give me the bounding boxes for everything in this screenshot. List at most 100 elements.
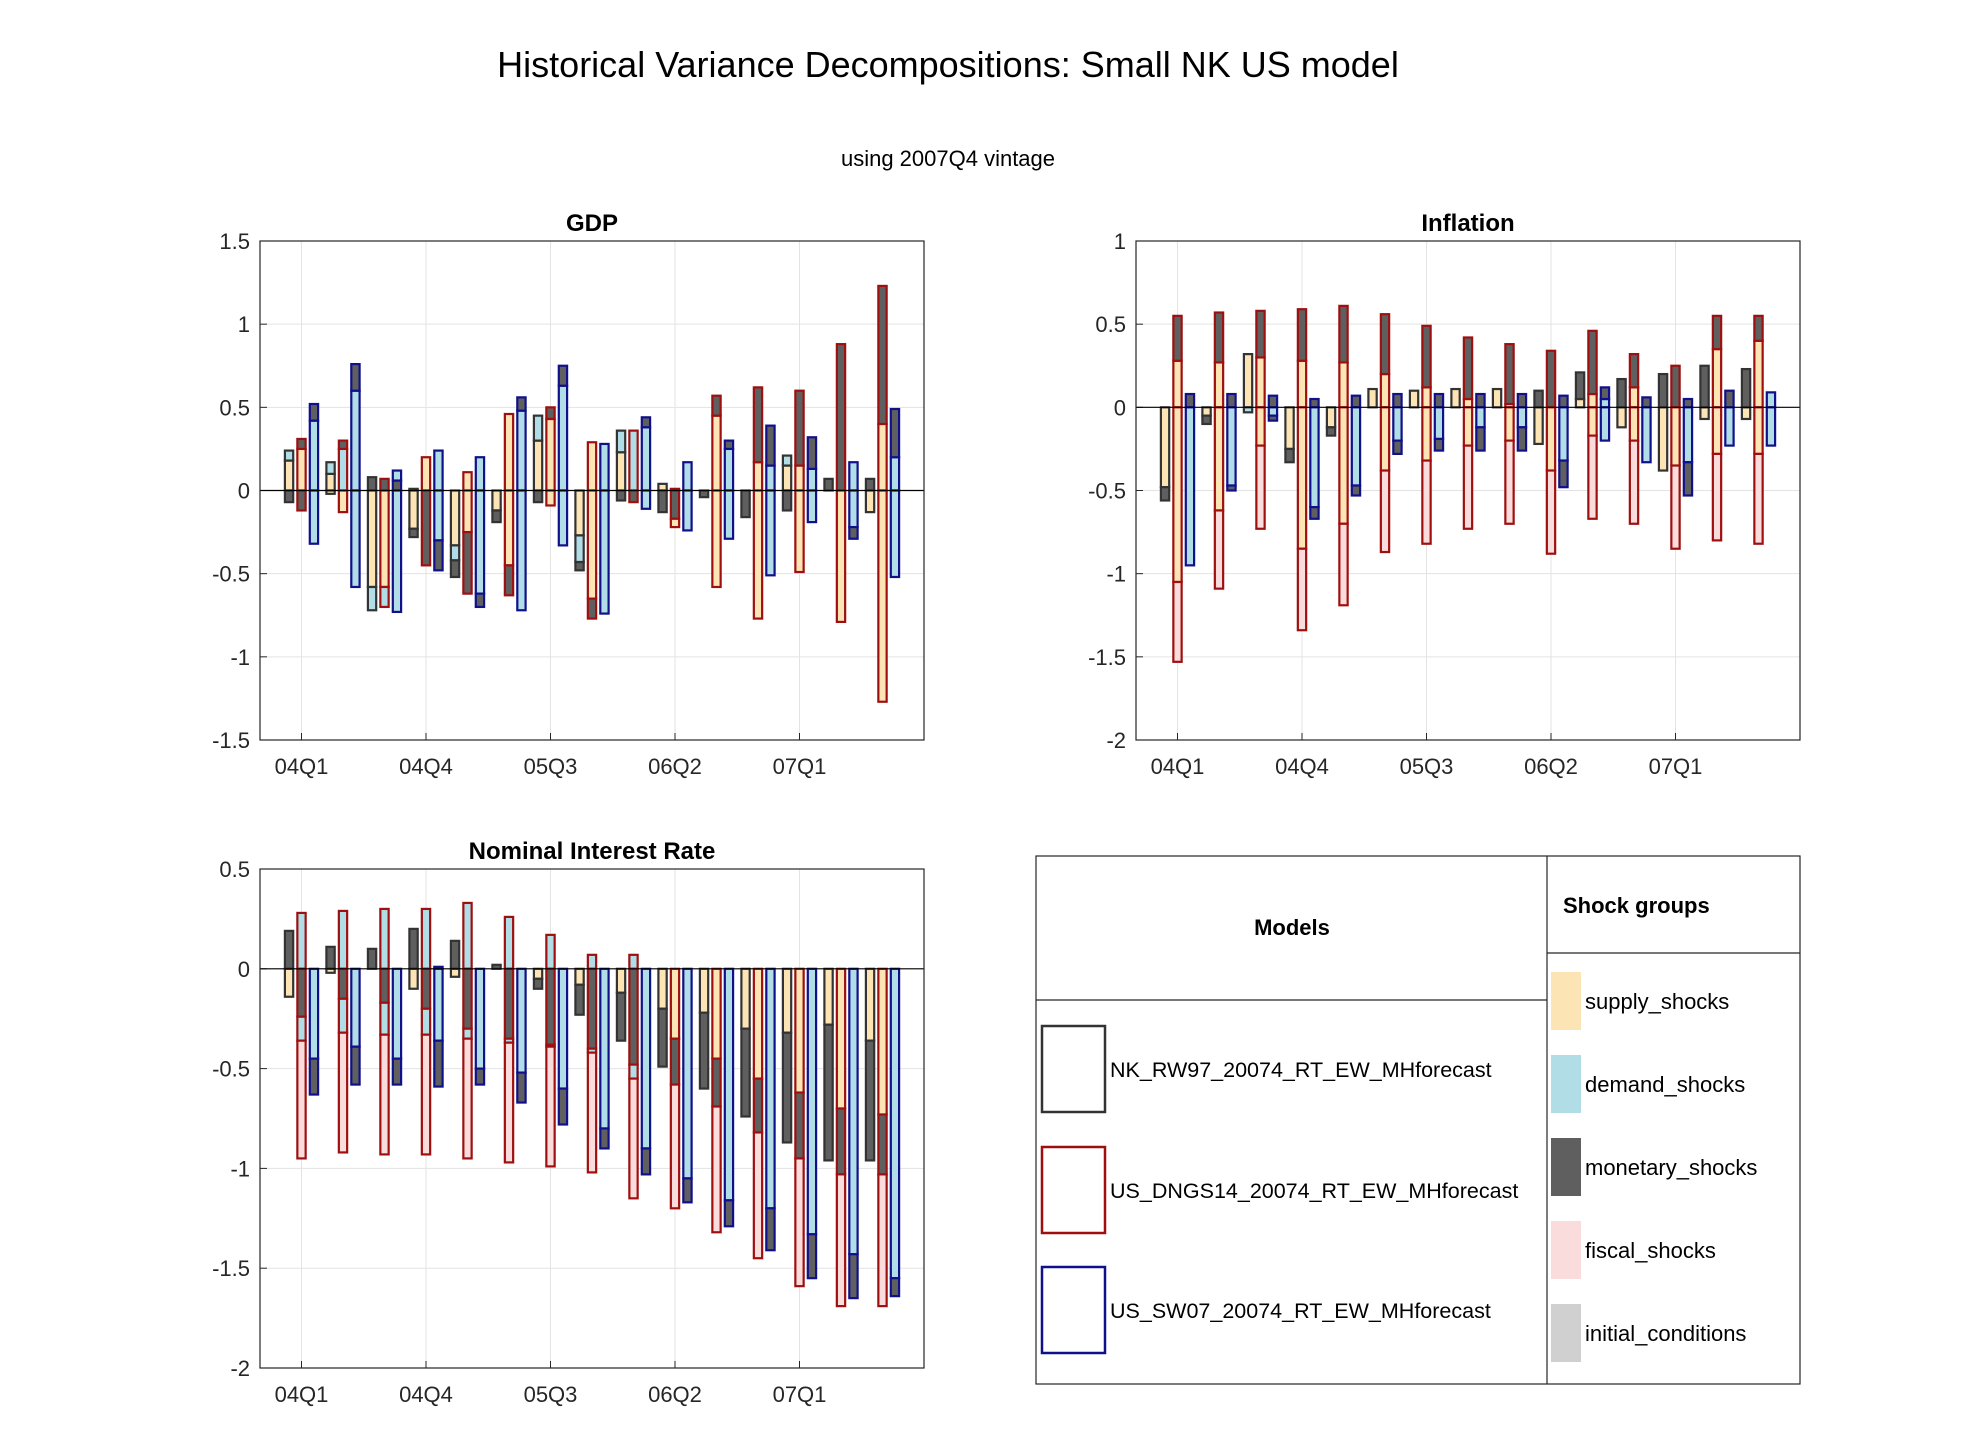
bar-segment-supply	[1670, 406, 1681, 467]
bar-segment-demand	[391, 469, 403, 482]
y-tick-label: -2	[1106, 728, 1126, 753]
bar-segment-supply	[545, 417, 556, 492]
bar-segment-demand	[308, 419, 320, 492]
bar-segment-monetary	[1184, 392, 1196, 409]
bar-segment-demand	[1267, 406, 1279, 417]
bar-segment-monetary	[698, 1011, 710, 1090]
bar-segment-monetary	[1284, 447, 1295, 464]
bar-segment-fiscal	[1379, 469, 1391, 554]
bar-segment-demand	[379, 585, 390, 609]
bar-segment-monetary	[781, 489, 793, 512]
bar-segment-monetary	[806, 436, 818, 470]
bar-segment-fiscal	[1628, 439, 1640, 525]
bar-segment-monetary	[823, 477, 834, 492]
bar-segment-monetary	[1504, 343, 1515, 406]
bar-segment-supply	[781, 967, 793, 1034]
bar-segment-monetary	[711, 1057, 722, 1108]
bar-segment-supply	[1740, 406, 1752, 421]
x-tick-label: 04Q4	[399, 754, 453, 779]
bar-segment-demand	[615, 429, 627, 454]
bar-segment-monetary	[723, 439, 735, 451]
bar-segment-monetary	[823, 1023, 834, 1162]
bar-segment-fiscal	[1587, 434, 1598, 520]
bar-segment-supply	[586, 489, 598, 600]
bar-segment-supply	[503, 412, 515, 492]
bar-segment-supply	[1367, 387, 1378, 409]
bar-segment-supply	[1462, 406, 1474, 447]
bar-segment-fiscal	[296, 1039, 307, 1160]
x-tick-label: 07Q1	[773, 1382, 827, 1407]
bar-segment-demand	[350, 389, 361, 492]
y-tick-label: 0	[238, 957, 250, 982]
y-tick-label: -2	[230, 1356, 250, 1381]
y-tick-label: -1.5	[212, 1256, 250, 1281]
bar-segment-supply	[408, 967, 419, 990]
bar-segment-monetary	[669, 489, 681, 520]
bar-segment-fiscal	[545, 1045, 556, 1168]
bar-segment-supply	[408, 489, 419, 530]
bar-segment-fiscal	[794, 1157, 805, 1288]
bar-segment-supply	[615, 451, 627, 492]
bar-segment-demand	[806, 489, 818, 524]
bar-segment-monetary	[657, 489, 668, 514]
bar-segment-demand	[848, 461, 859, 492]
bar-segment-monetary	[640, 1147, 652, 1176]
y-tick-label: 0	[238, 479, 250, 504]
bar-segment-supply	[1711, 406, 1723, 456]
bar-segment-demand	[806, 967, 818, 1236]
bar-segment-supply	[1574, 397, 1586, 409]
bar-segment-fiscal	[1172, 580, 1183, 663]
bar-segment-demand	[350, 967, 361, 1048]
bar-segment-monetary	[889, 407, 901, 459]
bar-segment-monetary	[628, 489, 639, 504]
bar-segment-monetary	[698, 489, 710, 499]
bar-segment-supply	[532, 439, 544, 492]
bar-segment-monetary	[391, 1057, 403, 1086]
panel-title: GDP	[566, 210, 618, 237]
bar-segment-monetary	[1682, 461, 1694, 497]
bar-segment-fiscal	[503, 1041, 515, 1164]
bar-segment-monetary	[557, 1087, 569, 1126]
legend-shock-swatch	[1551, 972, 1581, 1030]
legend-shocks-header: Shock groups	[1563, 893, 1710, 918]
legend-shock-label: demand_shocks	[1585, 1072, 1745, 1097]
bar-segment-fiscal	[1462, 444, 1474, 530]
bar-segment-monetary	[723, 1199, 735, 1228]
bar-segment-monetary	[296, 437, 307, 451]
x-tick-label: 04Q1	[275, 1382, 329, 1407]
x-tick-label: 07Q1	[773, 754, 827, 779]
bar-segment-monetary	[391, 479, 403, 492]
bar-segment-monetary	[503, 967, 515, 1040]
bar-segment-monetary	[806, 1233, 818, 1280]
bar-segment-fiscal	[1504, 439, 1515, 525]
bar-segment-supply	[1628, 406, 1640, 442]
bar-segment-monetary	[615, 489, 627, 502]
bar-segment-demand	[1599, 406, 1611, 442]
bar-segment-monetary	[1172, 314, 1183, 362]
legend-shock-label: fiscal_shocks	[1585, 1238, 1716, 1263]
bar-segment-supply	[586, 441, 598, 492]
bar-segment-monetary	[308, 1057, 320, 1096]
bar-segment-supply	[1172, 359, 1183, 409]
bar-segment-demand	[1392, 406, 1403, 442]
bar-segment-demand	[337, 909, 349, 970]
gdp-panel: -1.5 -1 -0.5 0 0.5 1 1.5 04Q1 04Q4 05Q3 06Q2 07Q1 GD…	[212, 210, 925, 779]
bar-segment-monetary	[1325, 426, 1337, 437]
bar-segment-demand	[366, 585, 378, 612]
bar-segment-demand	[682, 967, 693, 1180]
bar-segment-supply	[449, 967, 461, 978]
bar-segment-supply	[296, 447, 307, 492]
bar-segment-demand	[1641, 406, 1652, 464]
bar-segment-demand	[682, 461, 693, 492]
bar-segment-supply	[283, 967, 295, 998]
bar-segment-demand	[723, 447, 735, 492]
bar-segment-monetary	[1201, 414, 1212, 426]
bar-segment-supply	[1213, 361, 1225, 409]
x-tick-label: 04Q4	[1275, 754, 1329, 779]
bar-segment-monetary	[532, 977, 544, 990]
legend-shock-swatch	[1551, 1138, 1581, 1196]
bar-segment-demand	[433, 449, 444, 492]
y-tick-label: -1	[230, 1156, 250, 1181]
bar-segment-supply	[1338, 361, 1349, 409]
